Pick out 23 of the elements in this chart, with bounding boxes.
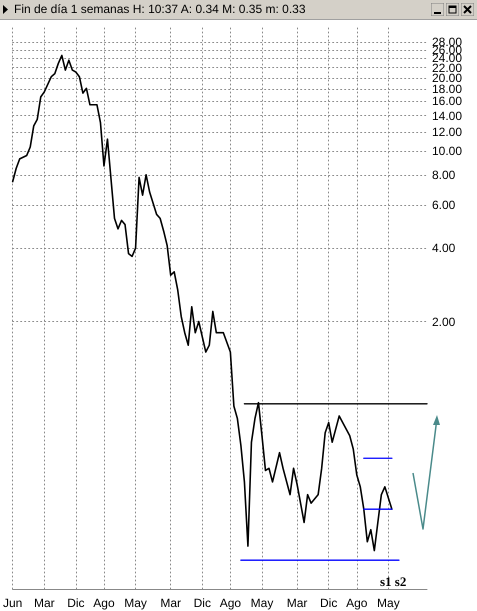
x-tick-label: May xyxy=(250,596,274,610)
chart-title: Fin de día 1 semanas H: 10:37 A: 0.34 M: 0.35 m: 0.33 xyxy=(14,1,306,18)
y-tick-label: 12.00 xyxy=(432,124,462,139)
y-tick-label: 4.00 xyxy=(432,241,456,256)
x-tick-label: Ago xyxy=(93,596,115,610)
y-tick-label: 8.00 xyxy=(432,168,456,182)
annotation: s1 s2 xyxy=(380,574,406,590)
x-tick-label: May xyxy=(124,596,147,610)
x-tick-label: Mar xyxy=(34,596,55,610)
y-tick-label: 2.00 xyxy=(432,314,456,329)
y-tick-label: 14.00 xyxy=(432,108,462,123)
x-tick-label: Jun xyxy=(2,596,22,610)
x-tick-label: Mar xyxy=(160,596,182,610)
y-tick-label: 6.00 xyxy=(432,198,456,212)
x-tick-label: Ago xyxy=(346,596,368,610)
y-tick-label: 10.00 xyxy=(432,144,462,158)
x-tick-label: Ago xyxy=(220,596,242,610)
x-tick-label: Dic xyxy=(67,596,85,610)
x-tick-label: May xyxy=(377,596,400,610)
x-tick-label: Dic xyxy=(320,596,338,610)
y-tick-label: 16.00 xyxy=(432,94,462,108)
x-tick-label: Dic xyxy=(194,596,211,610)
x-tick-label: Mar xyxy=(286,596,308,610)
